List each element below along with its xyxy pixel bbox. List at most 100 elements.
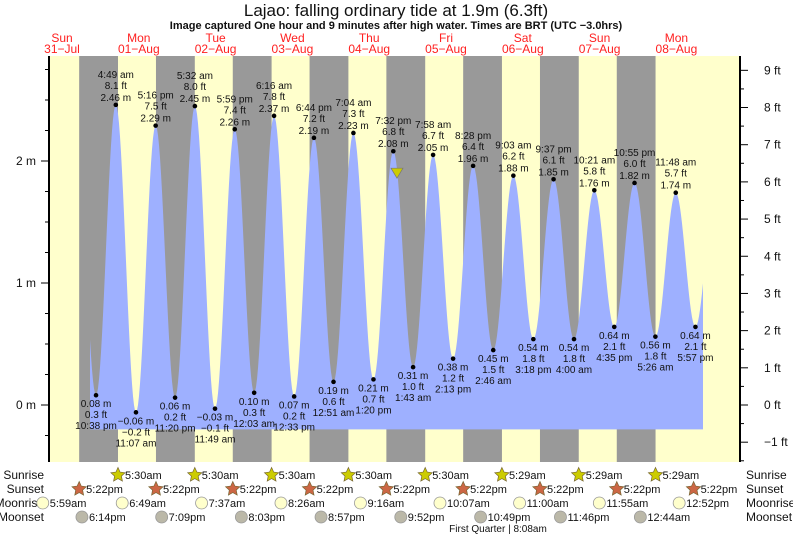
chart-subtitle: Image captured One hour and 9 minutes af… <box>170 20 623 32</box>
sunset-time: 5:22pm <box>701 484 738 496</box>
high-tide-time: 7:04 am <box>335 98 371 109</box>
sunset-row-label-left: Sunset <box>7 482 45 496</box>
high-tide-ft: 5.7 ft <box>665 169 687 180</box>
day-label-dow: Wed <box>280 31 304 45</box>
day-label-date: 01−Aug <box>118 42 160 56</box>
low-tide-point <box>172 395 178 400</box>
sunset-star-icon <box>685 480 702 496</box>
high-tide-m-label: 2.08 m <box>378 139 409 150</box>
moonset-time: 6:14pm <box>89 512 126 524</box>
right-axis-label: 2 ft <box>764 324 781 338</box>
day-label-date: 08−Aug <box>656 42 698 56</box>
low-tide-point <box>331 379 336 385</box>
sunset-star-icon <box>378 480 395 496</box>
tide-water-area <box>90 104 703 430</box>
low-tide-ft: 1.2 ft <box>442 374 464 385</box>
high-tide-m-label: 1.96 m <box>458 154 489 165</box>
sunset-row-label-right: Sunset <box>746 482 784 496</box>
sunrise-time: 5:29am <box>586 470 623 482</box>
moonset-time: 8:57pm <box>328 512 365 524</box>
sunset-star-icon <box>455 480 472 496</box>
high-tide-ft: 5.8 ft <box>583 166 605 177</box>
low-tide-ft: 0.3 ft <box>85 410 107 421</box>
sunrise-row-label-right: Sunrise <box>746 468 787 482</box>
moonrise-time: 11:00am <box>527 498 569 510</box>
moonrise-row-label-left: Moonrise <box>0 496 44 510</box>
high-tide-ft: 7.3 ft <box>342 109 364 120</box>
high-tide-time: 6:44 pm <box>296 103 332 114</box>
moonset-moon-icon <box>75 510 89 524</box>
right-axis-label: 9 ft <box>764 63 781 77</box>
high-tide-m-label: 1.88 m <box>498 164 529 175</box>
moonset-time: 10:49pm <box>488 512 531 524</box>
high-tide-ft: 6.4 ft <box>462 142 484 153</box>
right-axis-label: 4 ft <box>764 249 781 263</box>
high-tide-time: 10:21 am <box>573 155 615 166</box>
low-tide-m-label: 0.19 m <box>318 386 349 397</box>
low-tide-ft: 0.6 ft <box>322 397 344 408</box>
low-tide-m-label: 0.54 m <box>559 343 590 354</box>
low-tide-time: 3:18 pm <box>515 365 551 376</box>
low-tide-ft: 1.8 ft <box>563 354 585 365</box>
low-tide-m-label: 0.31 m <box>398 371 429 382</box>
low-tide-m-label: 0.64 m <box>680 331 711 342</box>
moonset-time: 7:09pm <box>169 512 206 524</box>
sunset-star-icon <box>608 480 625 496</box>
high-tide-ft: 7.2 ft <box>303 114 325 125</box>
high-tide-point <box>232 126 238 132</box>
high-tide-m-label: 2.45 m <box>180 94 211 105</box>
low-tide-time: 12:51 am <box>313 408 355 419</box>
moonset-time: 9:52pm <box>408 512 445 524</box>
high-tide-ft: 8.0 ft <box>184 82 206 93</box>
high-tide-ft: 7.4 ft <box>224 105 246 116</box>
low-tide-m-label: 0.54 m <box>518 343 549 354</box>
sunset-time: 5:22pm <box>470 484 507 496</box>
high-tide-time: 4:49 am <box>98 70 134 81</box>
sunset-star-icon <box>301 480 318 496</box>
day-label-date: 02−Aug <box>195 42 237 56</box>
day-label-dow: Mon <box>127 31 150 45</box>
sunrise-star-icon <box>340 466 357 482</box>
moonrise-moon-icon <box>592 496 606 510</box>
high-tide-time: 7:58 am <box>415 120 451 131</box>
low-tide-time: 1:43 am <box>395 393 431 404</box>
moonrise-time: 11:55am <box>606 498 648 510</box>
moonrise-time: 6:49am <box>129 498 166 510</box>
low-tide-m-label: 0.56 m <box>640 341 671 352</box>
high-tide-point <box>391 148 396 154</box>
high-tide-m-label: 1.82 m <box>619 171 650 182</box>
high-tide-m-label: 2.26 m <box>219 117 250 128</box>
low-tide-ft: 1.8 ft <box>644 352 666 363</box>
high-tide-time: 8:28 pm <box>455 131 491 142</box>
low-tide-time: 5:26 am <box>637 363 673 374</box>
moonrise-time: 5:59am <box>50 498 87 510</box>
sunrise-time: 5:29am <box>663 470 700 482</box>
moonset-moon-icon <box>474 510 488 524</box>
sunrise-star-icon <box>647 466 664 482</box>
sunset-star-icon <box>148 480 164 496</box>
moonset-time: 8:03pm <box>248 512 285 524</box>
day-label-dow: Sun <box>589 31 610 45</box>
low-tide-point <box>93 392 99 398</box>
high-tide-time: 5:59 pm <box>217 94 253 105</box>
low-tide-ft: 2.1 ft <box>603 342 625 353</box>
low-tide-point <box>693 324 698 330</box>
day-label-dow: Fri <box>439 31 453 45</box>
day-label-dow: Sat <box>514 31 533 45</box>
sunrise-time: 5:30am <box>279 470 316 482</box>
moon-phase-label: First Quarter | 8:08am <box>449 524 547 535</box>
high-tide-ft: 6.7 ft <box>422 131 444 142</box>
day-label-date: 03−Aug <box>272 42 314 56</box>
low-tide-m-label: 0.07 m <box>279 400 310 411</box>
moonset-moon-icon <box>554 510 567 524</box>
moonrise-moon-icon <box>354 496 367 510</box>
day-label-dow: Mon <box>665 31 688 45</box>
high-tide-point <box>592 187 597 193</box>
moonrise-moon-icon <box>672 496 686 510</box>
sunset-time: 5:22pm <box>624 484 661 496</box>
day-label-dow: Tue <box>205 31 226 45</box>
sunset-time: 5:22pm <box>240 484 277 496</box>
low-tide-ft: 1.0 ft <box>402 382 424 393</box>
sunrise-time: 5:30am <box>202 470 239 482</box>
right-axis-label: 1 ft <box>764 361 781 375</box>
